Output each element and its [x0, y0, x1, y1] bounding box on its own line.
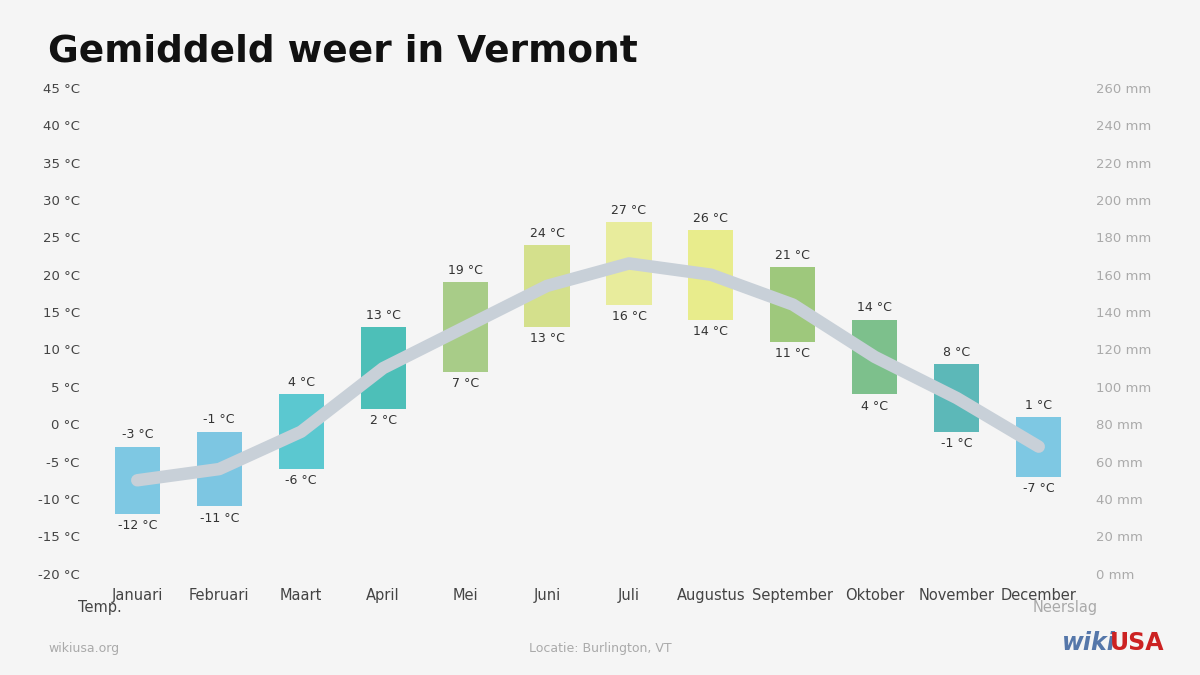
Text: -12 °C: -12 °C — [118, 519, 157, 532]
Text: 27 °C: 27 °C — [612, 204, 647, 217]
Text: 2 °C: 2 °C — [370, 414, 397, 427]
Text: -6 °C: -6 °C — [286, 475, 317, 487]
Text: Gemiddeld weer in Vermont: Gemiddeld weer in Vermont — [48, 34, 637, 70]
Text: 13 °C: 13 °C — [529, 332, 564, 345]
Text: -1 °C: -1 °C — [204, 414, 235, 427]
Bar — [115, 447, 160, 514]
Text: Locatie: Burlington, VT: Locatie: Burlington, VT — [529, 642, 671, 655]
Text: 7 °C: 7 °C — [451, 377, 479, 390]
Text: 1 °C: 1 °C — [1025, 398, 1052, 412]
Text: wiki: wiki — [1062, 630, 1116, 655]
Text: 14 °C: 14 °C — [694, 325, 728, 338]
Bar — [524, 245, 570, 327]
Text: -1 °C: -1 °C — [941, 437, 972, 450]
Bar — [606, 222, 652, 304]
Text: -11 °C: -11 °C — [199, 512, 239, 524]
Text: 24 °C: 24 °C — [529, 227, 564, 240]
Text: Temp.: Temp. — [78, 600, 122, 615]
Text: 14 °C: 14 °C — [857, 301, 893, 315]
Text: 21 °C: 21 °C — [775, 249, 810, 262]
Text: 4 °C: 4 °C — [288, 376, 314, 389]
Text: 13 °C: 13 °C — [366, 308, 401, 322]
Bar — [443, 282, 487, 372]
Text: Neerslag: Neerslag — [1033, 600, 1098, 615]
Text: 11 °C: 11 °C — [775, 347, 810, 360]
Bar — [1016, 416, 1061, 477]
Bar — [852, 319, 898, 394]
Bar — [689, 230, 733, 319]
Text: wikiusa.org: wikiusa.org — [48, 642, 119, 655]
Text: 8 °C: 8 °C — [943, 346, 971, 359]
Text: -3 °C: -3 °C — [121, 429, 154, 441]
Text: 19 °C: 19 °C — [448, 264, 482, 277]
Text: 16 °C: 16 °C — [612, 310, 647, 323]
Text: -7 °C: -7 °C — [1022, 482, 1055, 495]
Text: 26 °C: 26 °C — [694, 211, 728, 225]
Bar — [360, 327, 406, 409]
Text: USA: USA — [1110, 630, 1164, 655]
Text: 4 °C: 4 °C — [862, 400, 888, 412]
Bar — [278, 394, 324, 469]
Bar — [935, 364, 979, 432]
Bar — [197, 432, 241, 506]
Bar — [770, 267, 816, 342]
